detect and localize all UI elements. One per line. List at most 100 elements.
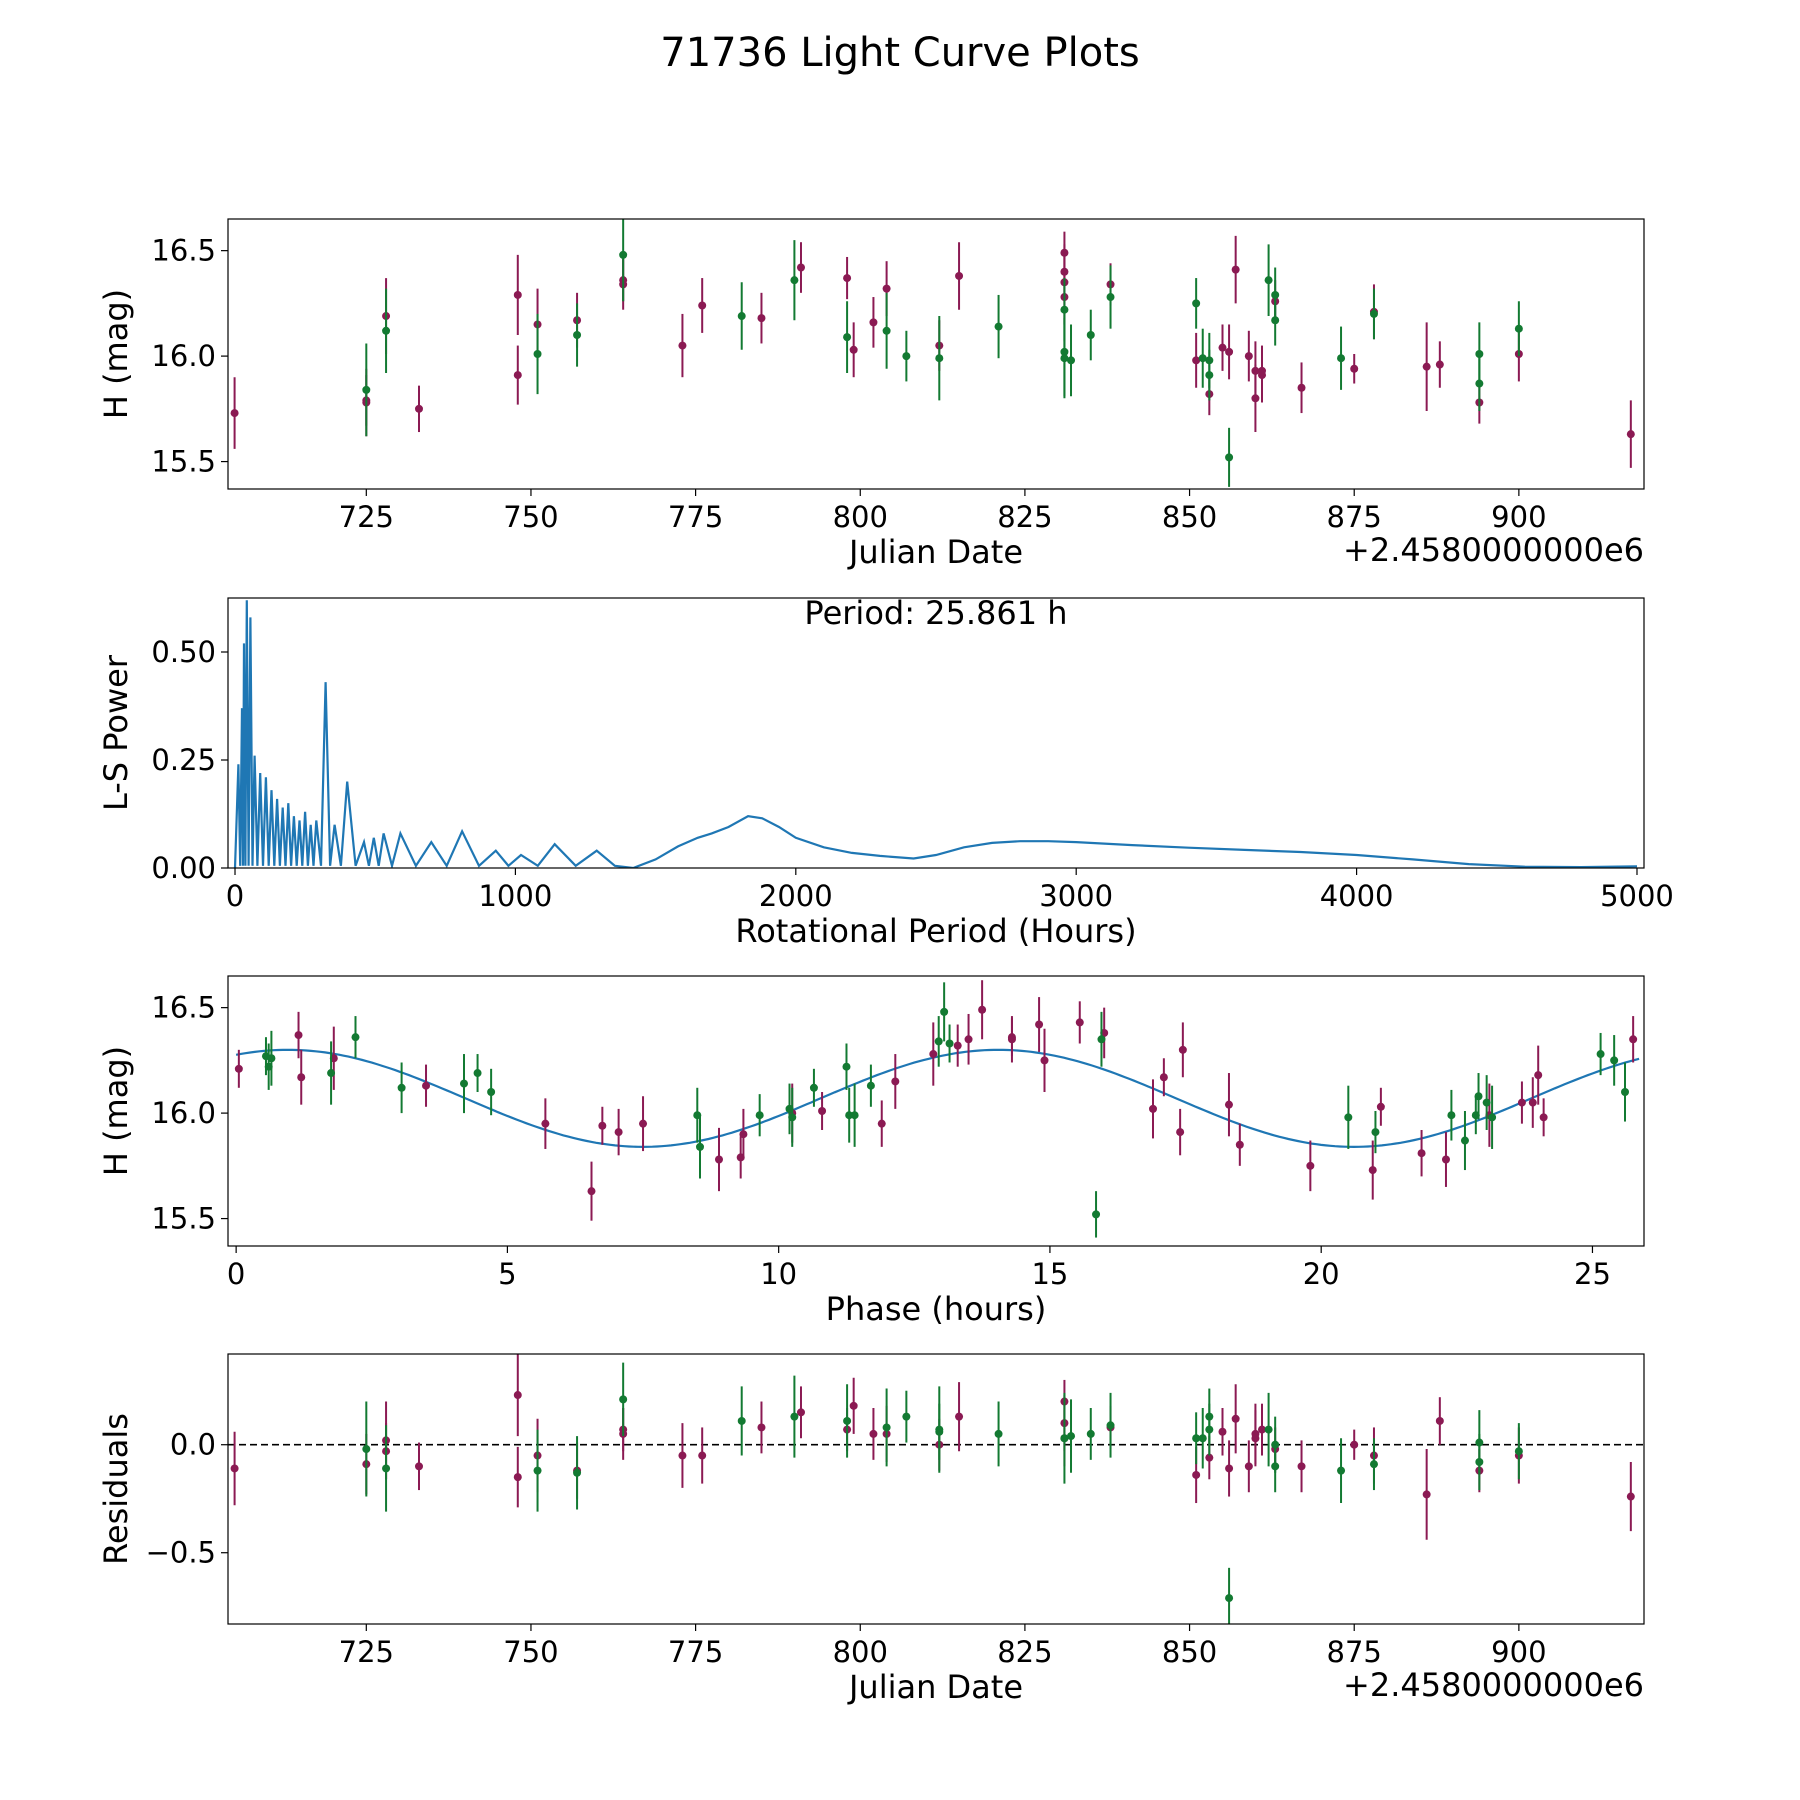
- band-b-point: [1369, 309, 1378, 318]
- band-b-point: [1514, 324, 1523, 333]
- x-tick-label: 1000: [478, 879, 552, 913]
- x-tick-label: 825: [997, 500, 1052, 534]
- band-a-point: [1626, 1492, 1635, 1501]
- band-b-point: [843, 1416, 852, 1425]
- band-b-point: [882, 326, 891, 335]
- band-a-point: [1539, 1113, 1548, 1122]
- y-axis-label: H (mag): [97, 1046, 135, 1176]
- band-b-point: [1198, 354, 1207, 363]
- x-tick-label: 825: [997, 1635, 1052, 1669]
- x-axis-label: Rotational Period (Hours): [735, 912, 1136, 950]
- y-tick-label: 15.5: [151, 1202, 216, 1236]
- band-b-point: [382, 326, 391, 335]
- band-a-point: [869, 1429, 878, 1438]
- band-a-point: [964, 1035, 973, 1044]
- period-annotation: Period: 25.861 h: [804, 594, 1067, 632]
- axes-frame: [227, 597, 1645, 869]
- y-tick-label: 0.00: [151, 851, 216, 885]
- band-b-point: [1475, 1458, 1484, 1466]
- band-a-point: [513, 1473, 522, 1482]
- band-a-point: [1528, 1098, 1537, 1107]
- band-a-point: [1205, 1453, 1214, 1462]
- band-a-point: [929, 1050, 938, 1059]
- axes-frame: [227, 975, 1645, 1247]
- axes-frame: [227, 218, 1645, 490]
- band-b-point: [1086, 331, 1095, 340]
- band-b-point: [1344, 1113, 1353, 1122]
- y-tick-label: 0.25: [151, 743, 216, 777]
- band-a-point: [1192, 356, 1201, 365]
- model-curve: [235, 1048, 1640, 1149]
- band-a-point: [1350, 364, 1359, 373]
- band-b-point: [351, 1033, 360, 1042]
- band-a-point: [1422, 1490, 1431, 1499]
- x-tick-label: 750: [503, 500, 558, 534]
- band-a-point: [1225, 347, 1234, 356]
- band-b-point: [935, 354, 944, 363]
- band-a-point: [1176, 1128, 1185, 1137]
- y-axis-label: Residuals: [97, 1413, 135, 1565]
- plot-area: [230, 219, 1635, 487]
- band-a-point: [1225, 1464, 1234, 1473]
- band-b-point: [533, 1466, 542, 1475]
- x-tick-label: 875: [1327, 1635, 1382, 1669]
- x-tick-label: 900: [1491, 500, 1546, 534]
- band-b-point: [397, 1083, 406, 1092]
- band-a-point: [1040, 1056, 1049, 1065]
- band-b-point: [1225, 1594, 1234, 1603]
- x-tick-label: 25: [1574, 1257, 1611, 1291]
- band-b-point: [473, 1069, 482, 1078]
- band-b-point: [1337, 1466, 1346, 1475]
- x-tick-label: 750: [503, 1635, 558, 1669]
- band-a-point: [1218, 1427, 1227, 1436]
- band-a-point: [698, 301, 707, 310]
- band-b-point: [1205, 1425, 1214, 1434]
- x-tick-label: 20: [1303, 1257, 1340, 1291]
- y-tick-label: 16.5: [151, 991, 216, 1025]
- plot-area: [233, 600, 1638, 868]
- y-axis-label: L-S Power: [97, 654, 135, 811]
- band-b-point: [619, 1395, 628, 1404]
- band-a-point: [513, 290, 522, 299]
- band-a-point: [1422, 362, 1431, 371]
- band-b-point: [1337, 354, 1346, 363]
- band-a-point: [1417, 1149, 1426, 1158]
- band-b-point: [902, 1412, 911, 1421]
- band-a-point: [1297, 1462, 1306, 1471]
- band-b-point: [460, 1079, 468, 1088]
- band-b-point: [940, 1007, 949, 1016]
- band-b-point: [1475, 350, 1484, 358]
- band-b-point: [1610, 1056, 1619, 1065]
- band-b-point: [573, 1468, 582, 1477]
- x-tick-label: 2000: [759, 879, 833, 913]
- phased-curve-panel: 0 5 10 15 20 25 15.5 16.0 16.5 Phase (hours) H (ma…: [97, 975, 1645, 1328]
- band-a-point: [294, 1031, 303, 1040]
- band-b-point: [1514, 1447, 1523, 1456]
- band-a-point: [541, 1119, 550, 1128]
- band-b-point: [1474, 1092, 1483, 1101]
- y-axis-label: H (mag): [97, 289, 135, 419]
- band-b-point: [487, 1088, 496, 1097]
- band-b-point: [790, 1412, 799, 1421]
- band-a-point: [978, 1005, 987, 1014]
- band-b-point: [573, 331, 582, 340]
- band-a-point: [230, 1464, 239, 1473]
- band-b-point: [1264, 1425, 1273, 1434]
- band-b-point: [1271, 1462, 1280, 1471]
- band-a-point: [1306, 1161, 1315, 1170]
- band-a-point: [796, 1408, 805, 1417]
- y-tick-label: 16.5: [151, 234, 216, 268]
- band-b-point: [619, 250, 628, 259]
- y-tick-label: 16.0: [151, 339, 216, 373]
- x-tick-label: 800: [833, 1635, 888, 1669]
- band-a-point: [1517, 1098, 1526, 1107]
- x-tick-label: 800: [833, 500, 888, 534]
- x-tick-label: 850: [1162, 1635, 1217, 1669]
- band-a-point: [1192, 1470, 1201, 1479]
- band-b-point: [1192, 299, 1201, 308]
- axes-frame: [227, 1353, 1645, 1625]
- band-a-point: [818, 1107, 827, 1115]
- band-b-point: [737, 312, 746, 321]
- x-axis-label: Julian Date: [847, 533, 1023, 571]
- band-b-point: [1264, 276, 1273, 285]
